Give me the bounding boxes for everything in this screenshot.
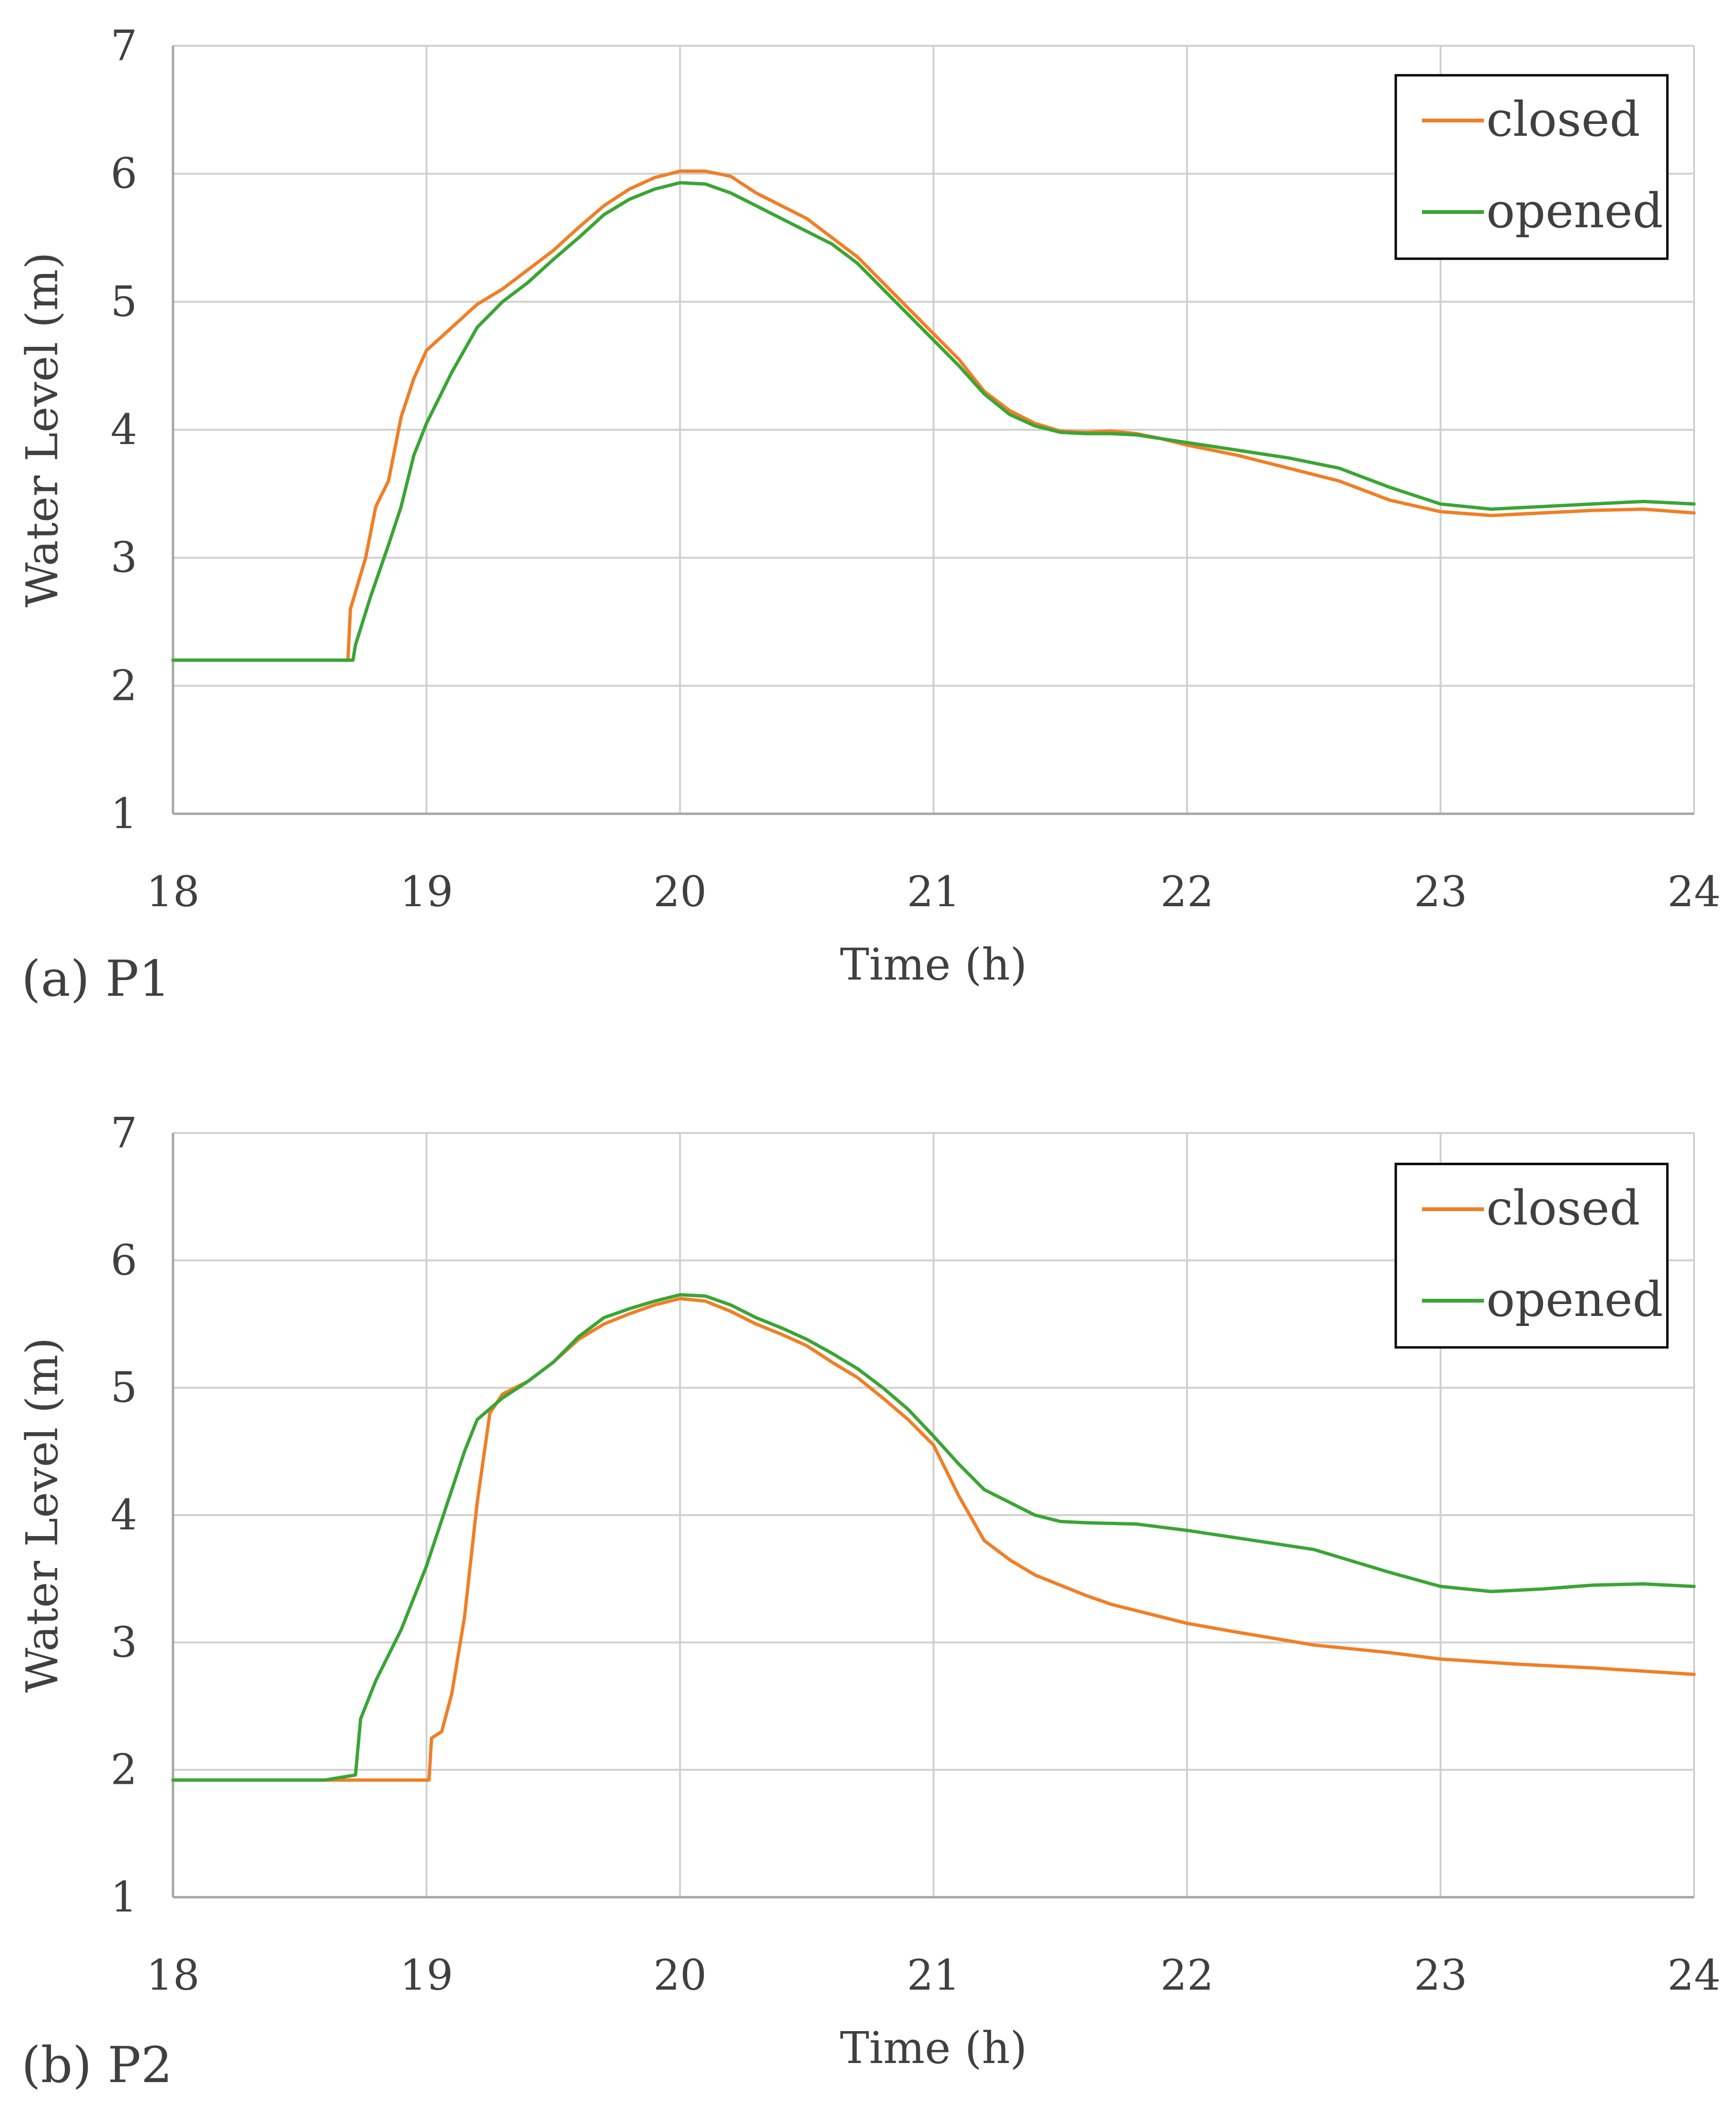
y-tick-label: 3: [111, 1618, 137, 1667]
y-tick-label: 1: [111, 789, 137, 838]
legend: closed opened: [1394, 74, 1669, 260]
y-tick-label: 4: [111, 405, 137, 454]
y-tick-label: 7: [111, 21, 137, 70]
series-line-opened: [171, 1293, 1696, 1782]
panel-label: (b) P2: [21, 2036, 173, 2094]
legend-label-opened: opened: [1486, 1272, 1663, 1327]
legend-label-closed: closed: [1486, 1180, 1640, 1236]
y-tick-label: 6: [111, 149, 137, 198]
x-tick-label: 24: [1667, 1951, 1721, 2000]
y-tick-label: 6: [111, 1235, 137, 1285]
y-tick-label: 4: [111, 1490, 137, 1539]
x-tick-label: 18: [146, 1951, 200, 2000]
x-tick-label: 21: [907, 867, 960, 916]
x-tick-label: 22: [1160, 867, 1214, 916]
series-line-closed: [171, 1297, 1696, 1782]
y-tick-label: 5: [111, 277, 137, 326]
panel-label: (a) P1: [21, 950, 170, 1008]
y-tick-label: 3: [111, 533, 137, 582]
x-tick-label: 20: [653, 1951, 707, 2000]
legend-box: [1394, 1163, 1669, 1349]
y-tick-label: 5: [111, 1363, 137, 1412]
legend: closed opened: [1394, 1163, 1669, 1349]
y-tick-label: 2: [111, 661, 137, 710]
y-tick-label: 2: [111, 1745, 137, 1794]
legend-label-closed: closed: [1486, 91, 1640, 147]
series-line-opened: [171, 181, 1696, 662]
y-axis-label: Water Level (m): [17, 1337, 68, 1693]
x-tick-label: 19: [400, 867, 453, 916]
legend-box: [1394, 74, 1669, 260]
x-axis-label: Time (h): [840, 2023, 1027, 2074]
x-tick-label: 18: [146, 867, 200, 916]
x-tick-label: 23: [1414, 1951, 1467, 2000]
x-tick-label: 22: [1160, 1951, 1214, 2000]
y-tick-label: 1: [111, 1872, 137, 1922]
x-tick-label: 20: [653, 867, 707, 916]
y-tick-label: 7: [111, 1108, 137, 1157]
x-tick-label: 23: [1414, 867, 1467, 916]
y-axis-label: Water Level (m): [17, 252, 68, 607]
x-tick-label: 19: [400, 1951, 453, 2000]
series-line-closed: [171, 169, 1696, 662]
x-axis-label: Time (h): [840, 939, 1027, 990]
x-tick-label: 21: [907, 1951, 960, 2000]
legend-label-opened: opened: [1486, 183, 1663, 239]
x-tick-label: 24: [1667, 867, 1721, 916]
